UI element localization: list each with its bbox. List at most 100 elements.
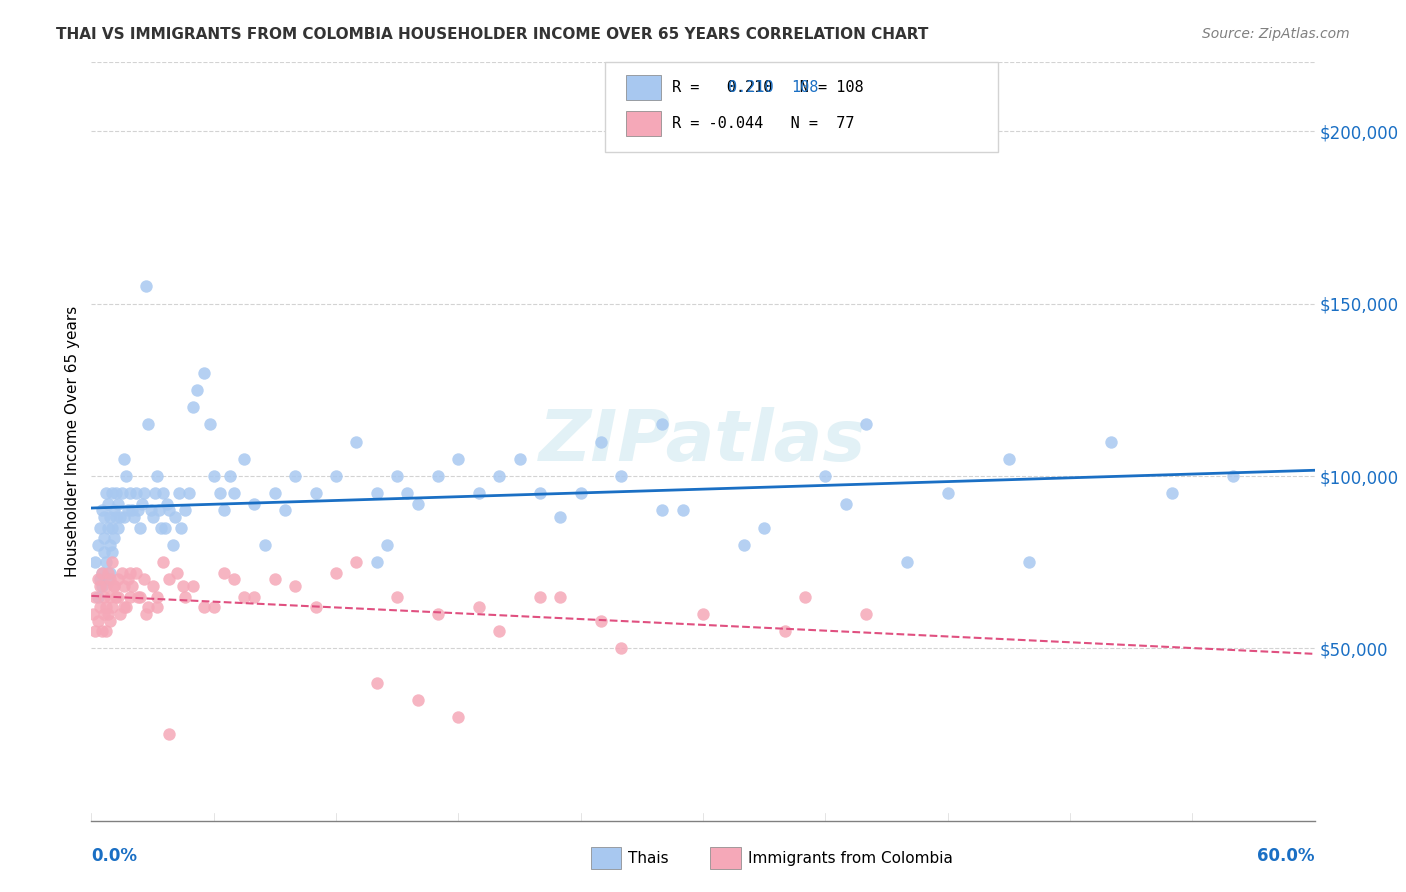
- Point: [174, 503, 197, 517]
- Point: [264, 486, 287, 500]
- Point: [183, 400, 205, 414]
- Point: [93, 531, 115, 545]
- Point: [121, 579, 143, 593]
- Point: [89, 579, 111, 593]
- Point: [509, 451, 531, 466]
- Point: [104, 510, 127, 524]
- Point: [754, 521, 776, 535]
- Point: [82, 607, 104, 621]
- Point: [90, 503, 112, 517]
- Point: [167, 486, 190, 500]
- Point: [222, 486, 246, 500]
- Point: [112, 451, 135, 466]
- Point: [163, 510, 186, 524]
- Point: [115, 599, 138, 614]
- Point: [193, 599, 215, 614]
- Point: [346, 434, 368, 449]
- Point: [84, 555, 107, 569]
- Point: [835, 497, 858, 511]
- Point: [447, 710, 470, 724]
- Point: [93, 607, 115, 621]
- Point: [1222, 469, 1244, 483]
- Point: [94, 555, 117, 569]
- Point: [89, 599, 111, 614]
- Point: [108, 607, 131, 621]
- Point: [117, 503, 139, 517]
- Point: [103, 579, 125, 593]
- Point: [111, 486, 134, 500]
- Point: [111, 566, 134, 580]
- Point: [84, 590, 107, 604]
- Point: [733, 538, 755, 552]
- Point: [284, 469, 307, 483]
- Point: [101, 521, 124, 535]
- Point: [98, 590, 121, 604]
- Text: 0.210: 0.210: [728, 80, 773, 95]
- Point: [186, 383, 208, 397]
- Point: [97, 521, 120, 535]
- Point: [90, 624, 112, 639]
- Point: [529, 590, 551, 604]
- Point: [148, 503, 170, 517]
- Point: [174, 590, 197, 604]
- Point: [179, 486, 201, 500]
- Point: [145, 469, 167, 483]
- Point: [112, 599, 135, 614]
- Point: [93, 545, 115, 559]
- Point: [773, 624, 796, 639]
- Point: [107, 497, 129, 511]
- Point: [112, 510, 135, 524]
- Point: [115, 469, 138, 483]
- Point: [134, 573, 156, 587]
- Point: [1018, 555, 1040, 569]
- Point: [138, 417, 160, 432]
- Point: [936, 486, 959, 500]
- Point: [122, 510, 145, 524]
- Point: [89, 573, 111, 587]
- Text: THAI VS IMMIGRANTS FROM COLOMBIA HOUSEHOLDER INCOME OVER 65 YEARS CORRELATION CH: THAI VS IMMIGRANTS FROM COLOMBIA HOUSEHO…: [56, 27, 928, 42]
- Point: [998, 451, 1021, 466]
- Point: [98, 614, 121, 628]
- Point: [284, 579, 307, 593]
- Point: [550, 590, 572, 604]
- Point: [141, 510, 163, 524]
- Point: [108, 510, 131, 524]
- Point: [166, 566, 188, 580]
- Point: [467, 599, 491, 614]
- Point: [145, 599, 167, 614]
- Point: [183, 579, 205, 593]
- Point: [94, 486, 117, 500]
- Point: [86, 614, 108, 628]
- Point: [98, 538, 121, 552]
- Point: [170, 521, 193, 535]
- Point: [212, 503, 235, 517]
- Point: [127, 590, 149, 604]
- Point: [97, 573, 120, 587]
- Point: [447, 451, 470, 466]
- Point: [107, 521, 129, 535]
- Point: [1099, 434, 1122, 449]
- Point: [156, 497, 179, 511]
- Point: [406, 497, 429, 511]
- Point: [157, 573, 180, 587]
- Text: R =   0.210   N = 108: R = 0.210 N = 108: [672, 80, 863, 95]
- Point: [896, 555, 918, 569]
- Point: [304, 599, 326, 614]
- Point: [427, 607, 450, 621]
- Point: [172, 579, 194, 593]
- Text: R = -0.044   N =  77: R = -0.044 N = 77: [672, 116, 855, 130]
- Point: [86, 573, 108, 587]
- Point: [98, 573, 121, 587]
- Point: [141, 579, 163, 593]
- Point: [855, 417, 877, 432]
- Point: [243, 497, 266, 511]
- Point: [129, 521, 152, 535]
- Point: [304, 486, 326, 500]
- Point: [107, 573, 129, 587]
- Point: [610, 641, 633, 656]
- Point: [157, 727, 180, 741]
- Y-axis label: Householder Income Over 65 years: Householder Income Over 65 years: [65, 306, 80, 577]
- Point: [366, 486, 388, 500]
- Point: [153, 521, 176, 535]
- Point: [264, 573, 287, 587]
